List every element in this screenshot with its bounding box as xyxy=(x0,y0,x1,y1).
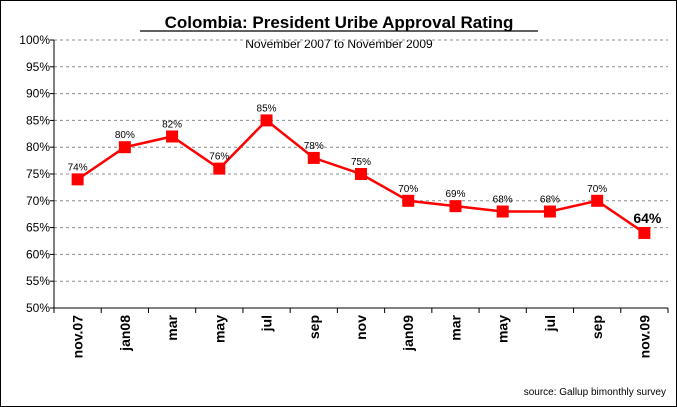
data-point-marker xyxy=(166,130,179,143)
data-point-marker xyxy=(591,194,604,207)
data-label: 74% xyxy=(68,162,88,173)
data-label: 76% xyxy=(209,152,229,163)
data-label: 64% xyxy=(633,210,662,226)
data-label: 69% xyxy=(445,189,465,200)
data-point-marker xyxy=(213,162,226,175)
x-tick-label: may xyxy=(211,315,227,343)
y-tick-label: 70% xyxy=(26,194,50,208)
data-label: 68% xyxy=(540,195,560,206)
chart-title: Colombia: President Uribe Approval Ratin… xyxy=(165,13,514,32)
data-labels: 74% 80% 82% 76% 85% 78% 75% 70% 69% 68% 68% 70% 64% xyxy=(68,103,662,226)
x-tick-label: jan09 xyxy=(400,315,416,352)
x-tick-label: nov xyxy=(353,315,369,340)
chart-subtitle: November 2007 to November 2009 xyxy=(245,37,433,51)
x-tick-label: mar xyxy=(164,314,180,340)
data-label: 82% xyxy=(162,119,182,130)
data-label: 70% xyxy=(398,184,418,195)
x-tick-label: sep xyxy=(589,315,605,339)
data-point-marker xyxy=(449,200,462,213)
y-tick-label: 100% xyxy=(19,33,50,47)
data-point-marker xyxy=(543,205,556,218)
y-tick-label: 60% xyxy=(26,247,50,261)
x-tick-label: mar xyxy=(447,314,463,340)
y-tick-label: 50% xyxy=(26,301,50,315)
y-tick-label: 95% xyxy=(26,60,50,74)
axes xyxy=(50,39,669,313)
data-label: 78% xyxy=(304,141,324,152)
source-note: source: Gallup bimonthly survey xyxy=(524,387,666,398)
data-point-marker xyxy=(118,141,131,154)
data-label: 80% xyxy=(115,130,135,141)
y-tick-label: 85% xyxy=(26,113,50,127)
y-tick-label: 55% xyxy=(26,274,50,288)
data-label: 75% xyxy=(351,157,371,168)
data-point-marker xyxy=(638,226,651,239)
y-tick-label: 65% xyxy=(26,221,50,235)
x-tick-label: nov.07 xyxy=(70,315,86,359)
x-tick-label: jan08 xyxy=(117,315,133,352)
x-tick-label: sep xyxy=(306,315,322,339)
data-point-marker xyxy=(355,168,367,180)
data-label: 85% xyxy=(257,103,277,114)
x-tick-label: jul xyxy=(542,315,558,332)
x-tick-label: jul xyxy=(259,315,275,332)
y-tick-label: 90% xyxy=(26,87,50,101)
x-tick-label: nov.09 xyxy=(636,315,652,359)
y-tick-label: 80% xyxy=(26,140,50,154)
x-tick-label: may xyxy=(495,315,511,343)
y-tick-label: 75% xyxy=(26,167,50,181)
x-axis-ticks: nov.07 jan08 mar may jul sep nov jan09 mar may jul… xyxy=(70,314,653,358)
data-label: 68% xyxy=(493,195,513,206)
data-point-marker xyxy=(71,173,84,186)
y-axis-ticks: 50% 55% 60% 65% 70% 75% 80% 85% 90% 95% 100% xyxy=(19,33,50,315)
data-label: 70% xyxy=(587,184,607,195)
data-point-marker xyxy=(307,151,320,164)
series-approval-rating xyxy=(71,114,651,239)
data-point-marker xyxy=(496,205,509,218)
data-point-marker xyxy=(402,194,415,207)
data-point-marker xyxy=(260,114,273,127)
